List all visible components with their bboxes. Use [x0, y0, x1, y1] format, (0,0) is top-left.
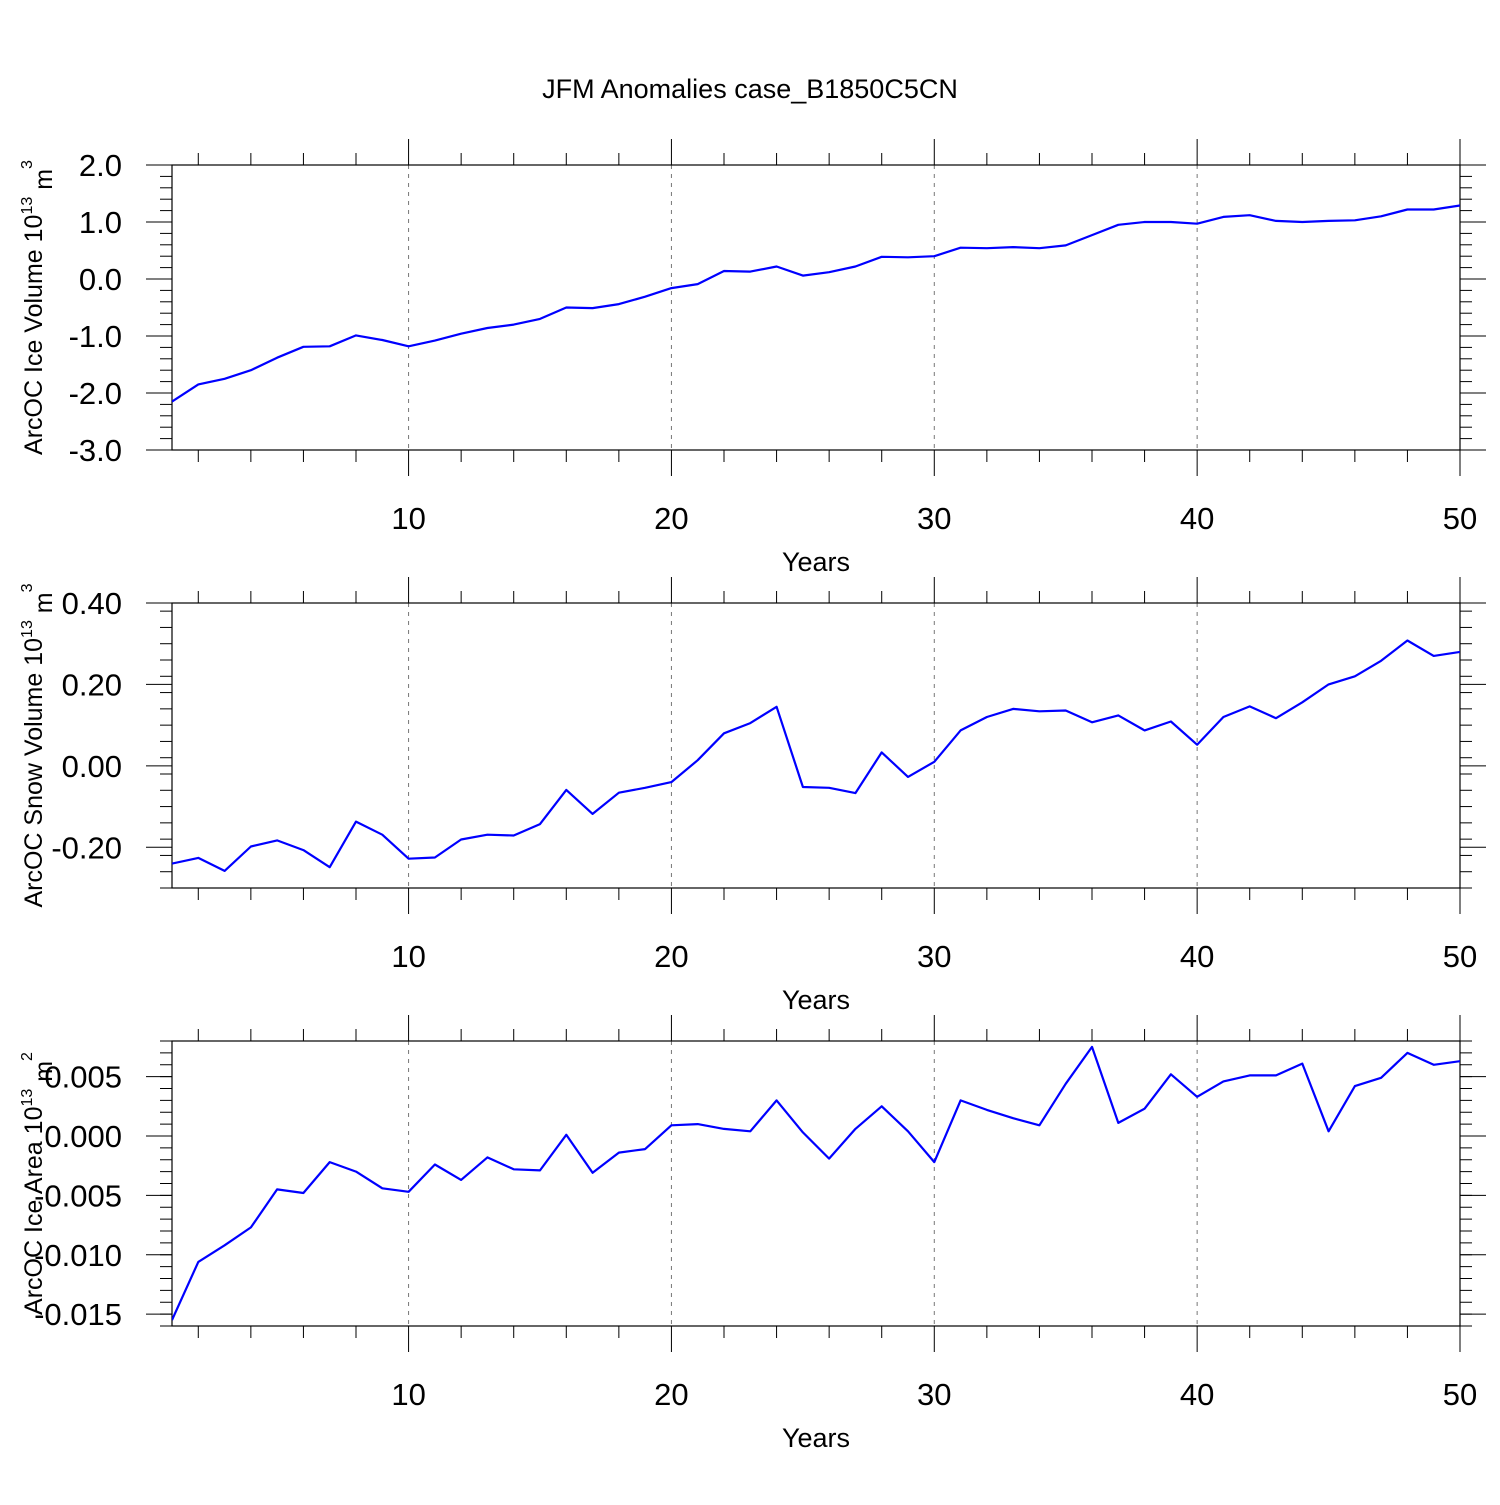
y-tick-label: -0.20 [51, 830, 122, 865]
x-axis-label: Years [782, 1423, 850, 1453]
x-tick-label: 10 [391, 939, 425, 974]
x-tick-label: 30 [917, 501, 951, 536]
y-axis-label-part: 13 [19, 1089, 36, 1107]
plot-frame [171, 1040, 1461, 1327]
x-tick-label: 30 [917, 939, 951, 974]
y-axis-label-part: m [30, 169, 58, 197]
y-tick-label: 2.0 [79, 148, 122, 183]
y-tick-label: -2.0 [69, 376, 122, 411]
y-axis-label-part: 13 [19, 620, 36, 638]
x-tick-label: 50 [1443, 939, 1477, 974]
x-axis-label: Years [782, 547, 850, 577]
y-axis-label-part: 3 [19, 160, 36, 169]
y-tick-label: -3.0 [69, 433, 122, 468]
y-axis-label-part: 13 [19, 197, 36, 215]
x-tick-label: 20 [654, 939, 688, 974]
y-axis-label: ArcOC Ice Volume 1013 m3 [19, 160, 58, 455]
series-line [172, 204, 1460, 403]
series-line [172, 639, 1460, 873]
x-tick-label: 20 [654, 501, 688, 536]
y-tick-label: -0.015 [34, 1297, 122, 1332]
y-tick-label: -0.010 [34, 1238, 122, 1273]
panel-3: 10 20 30 40 50 -0.015 -0.010 -0.005 0.000 0.005 Ye… [19, 1015, 1486, 1453]
y-tick-label: 0.0 [79, 262, 122, 297]
x-tick-label: 30 [917, 1377, 951, 1412]
x-tick-label: 50 [1443, 1377, 1477, 1412]
x-tick-label: 10 [391, 501, 425, 536]
y-tick-label: 0.005 [44, 1060, 122, 1095]
y-axis-label-part: 2 [19, 1052, 36, 1061]
y-axis-label: ArcOC Ice Area 1013 m2 [19, 1052, 58, 1315]
y-axis-label-part: ArcOC Ice Area 10 [20, 1107, 48, 1315]
panel-1: 10 20 30 40 50 -3.0 -2.0 -1.0 0.0 1.0 2.0 Years ArcO… [19, 139, 1486, 577]
x-tick-label: 10 [391, 1377, 425, 1412]
x-tick-label: 50 [1443, 501, 1477, 536]
x-tick-label: 40 [1180, 939, 1214, 974]
x-tick-label: 40 [1180, 1377, 1214, 1412]
plot-frame [171, 602, 1461, 889]
y-axis-label: ArcOC Snow Volume 1013 m3 [19, 583, 58, 907]
y-tick-label: 0.40 [62, 586, 122, 621]
panel-2: 10 20 30 40 50 -0.20 0.00 0.20 0.40 Years ArcOC Sn… [19, 577, 1486, 1015]
y-tick-label: 0.20 [62, 667, 122, 702]
x-tick-label: 20 [654, 1377, 688, 1412]
y-tick-label: 1.0 [79, 205, 122, 240]
y-axis-label-part: m [30, 592, 58, 620]
y-tick-label: 0.000 [44, 1119, 122, 1154]
x-axis-label: Years [782, 985, 850, 1015]
y-axis-label-part: ArcOC Ice Volume 10 [20, 215, 48, 455]
y-tick-label: -1.0 [69, 319, 122, 354]
y-tick-label: 0.00 [62, 749, 122, 784]
plot-frame [171, 164, 1461, 451]
x-tick-label: 40 [1180, 501, 1214, 536]
y-axis-label-part: m [30, 1061, 58, 1089]
y-axis-label-part: 3 [19, 583, 36, 592]
y-tick-label: -0.005 [34, 1178, 122, 1213]
series-line [172, 1045, 1460, 1321]
y-axis-label-part: ArcOC Snow Volume 10 [20, 638, 48, 908]
chart-title: JFM Anomalies case_B1850C5CN [542, 74, 958, 104]
